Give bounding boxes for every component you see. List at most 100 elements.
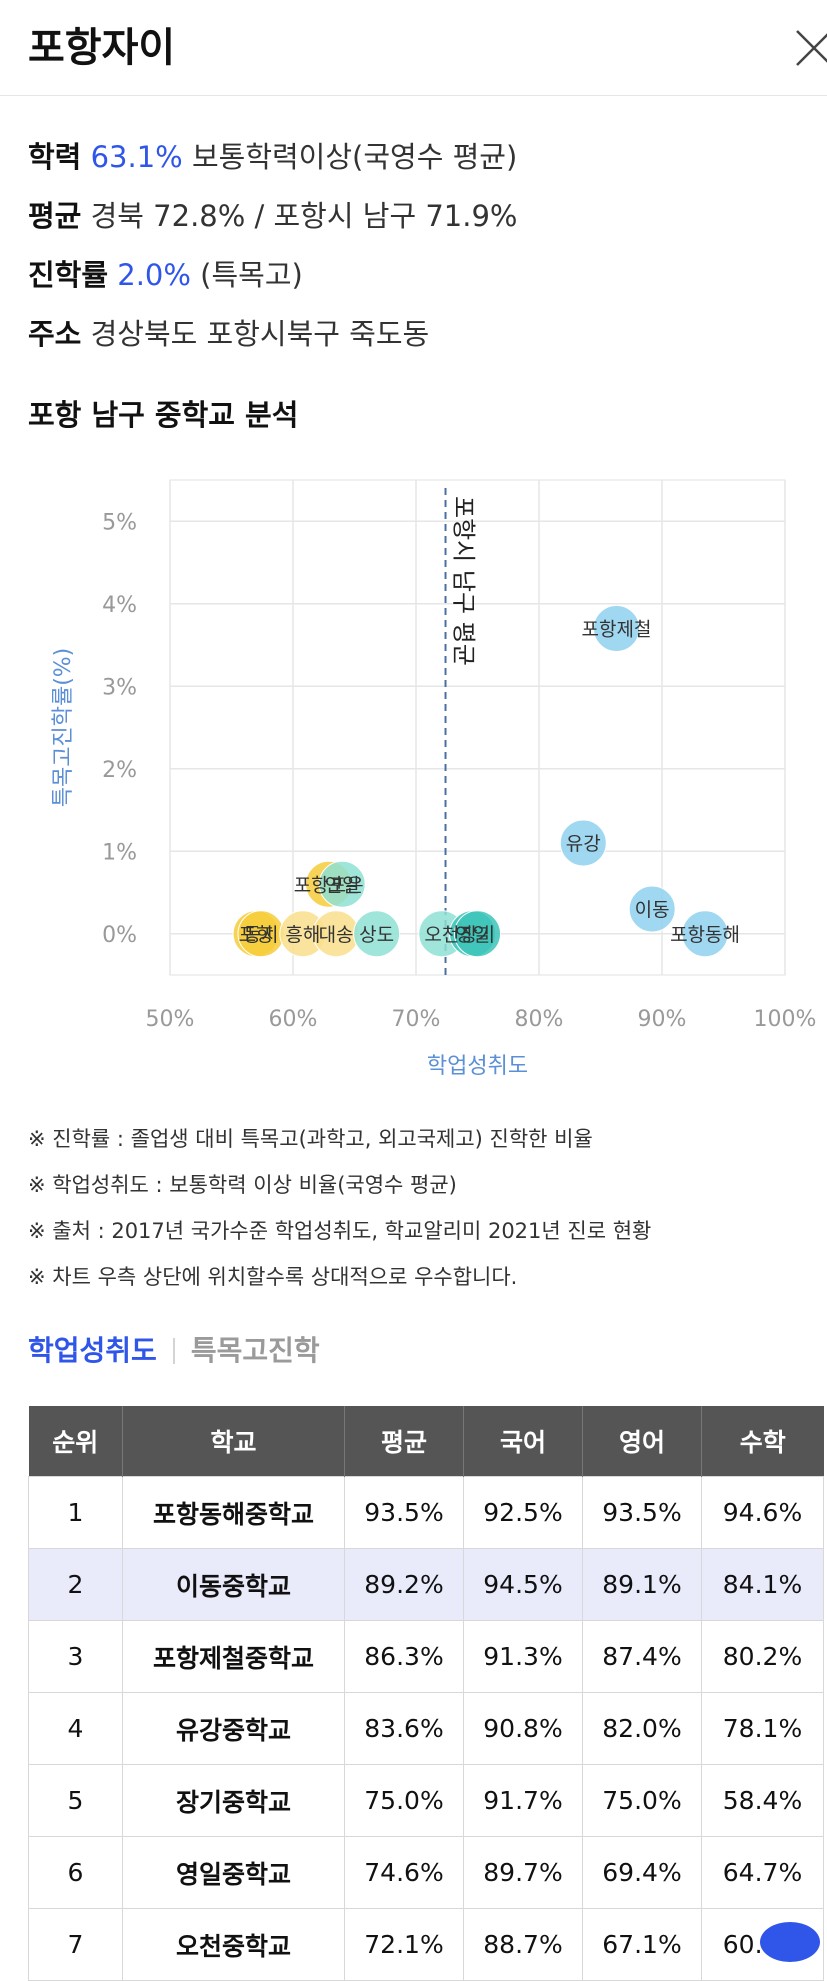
y-tick-label: 0% xyxy=(102,923,137,948)
x-tick-label: 60% xyxy=(269,1007,318,1032)
page-title: 포항자이 xyxy=(28,25,176,71)
ranking-table: 순위 학교 평균 국어 영어 수학 1 포항동해중학교 93.5% 92.5% … xyxy=(28,1406,824,1981)
x-tick-label: 80% xyxy=(515,1007,564,1032)
cell-average: 75.0% xyxy=(344,1764,464,1837)
header: 포항자이 xyxy=(0,0,827,96)
cell-math: 84.1% xyxy=(701,1548,824,1621)
cell-korean: 89.7% xyxy=(463,1836,583,1909)
cell-english: 82.0% xyxy=(582,1692,702,1765)
cell-average: 93.5% xyxy=(344,1476,464,1549)
table-row[interactable]: 4 유강중학교 83.6% 90.8% 82.0% 78.1% xyxy=(28,1692,824,1765)
info-text: (특목고) xyxy=(200,258,303,292)
info-key: 학력 xyxy=(28,140,82,174)
floating-badge[interactable] xyxy=(760,1922,820,1962)
header-school: 학교 xyxy=(122,1406,345,1477)
close-icon xyxy=(796,30,827,66)
cell-rank: 6 xyxy=(28,1836,123,1909)
data-point xyxy=(681,910,729,958)
y-tick-label: 4% xyxy=(102,593,137,618)
data-point xyxy=(559,819,607,867)
table-row[interactable]: 1 포항동해중학교 93.5% 92.5% 93.5% 94.6% xyxy=(28,1476,824,1549)
note: ※ 학업성취도 : 보통학력 이상 비율(국영수 평균) xyxy=(28,1173,457,1197)
cell-rank: 5 xyxy=(28,1764,123,1837)
data-point-label: 포항동해 xyxy=(670,924,740,946)
x-tick-label: 100% xyxy=(754,1007,817,1032)
data-point-label: 포항 xyxy=(239,924,274,946)
cell-korean: 94.5% xyxy=(463,1548,583,1621)
info-key: 평균 xyxy=(28,199,82,233)
table-row-selected[interactable]: 2 이동중학교 89.2% 94.5% 89.1% 84.1% xyxy=(28,1548,824,1621)
info-row-advancement: 진학률 2.0% (특목고) xyxy=(28,246,808,305)
cell-average: 86.3% xyxy=(344,1620,464,1693)
x-tick-label: 70% xyxy=(392,1007,441,1032)
cell-korean: 91.7% xyxy=(463,1764,583,1837)
cell-school: 포항제철중학교 xyxy=(122,1620,345,1693)
data-point xyxy=(592,605,640,652)
table-row[interactable]: 7 오천중학교 72.1% 88.7% 67.1% 60.4% xyxy=(28,1908,824,1981)
x-tick-label: 50% xyxy=(146,1007,195,1032)
cell-english: 75.0% xyxy=(582,1764,702,1837)
cell-school: 장기중학교 xyxy=(122,1764,345,1837)
tab-achievement[interactable]: 학업성취도 xyxy=(28,1334,157,1367)
info-row-average: 평균 경북 72.8% / 포항시 남구 71.9% xyxy=(28,187,808,246)
data-point-label: 상도 xyxy=(359,924,394,946)
cell-average: 72.1% xyxy=(344,1908,464,1981)
data-point-label: 흥해 xyxy=(285,924,320,946)
info-highlight: 2.0% xyxy=(117,258,191,292)
data-point xyxy=(628,885,676,933)
cell-english: 87.4% xyxy=(582,1620,702,1693)
x-tick-label: 90% xyxy=(638,1007,687,1032)
cell-average: 83.6% xyxy=(344,1692,464,1765)
cell-math: 94.6% xyxy=(701,1476,824,1549)
data-point-label: 이동 xyxy=(635,899,670,921)
y-tick-label: 5% xyxy=(102,510,137,535)
data-point-label: 동지 xyxy=(244,924,279,946)
data-point-label: 오천 xyxy=(424,924,459,946)
cell-english: 89.1% xyxy=(582,1548,702,1621)
cell-english: 93.5% xyxy=(582,1476,702,1549)
header-english: 영어 xyxy=(582,1406,702,1477)
school-info: 학력 63.1% 보통학력이상(국영수 평균) 평균 경북 72.8% / 포항… xyxy=(28,128,808,364)
notes: ※ 진학률 : 졸업생 대비 특목고(과학고, 외고국제고) 진학한 비율 ※ … xyxy=(28,1116,818,1300)
cell-korean: 90.8% xyxy=(463,1692,583,1765)
cell-school: 영일중학교 xyxy=(122,1836,345,1909)
info-key: 진학률 xyxy=(28,258,109,292)
y-tick-label: 3% xyxy=(102,675,137,700)
note: ※ 출처 : 2017년 국가수준 학업성취도, 학교알리미 2021년 진로 … xyxy=(28,1219,652,1243)
section-title: 포항 남구 중학교 분석 xyxy=(28,398,299,432)
cell-korean: 92.5% xyxy=(463,1476,583,1549)
cell-math: 58.4% xyxy=(701,1764,824,1837)
cell-english: 69.4% xyxy=(582,1836,702,1909)
tab-special-school[interactable]: 특목고진학 xyxy=(190,1334,320,1367)
data-point-label: 연일 xyxy=(325,874,360,896)
y-axis-label: 특목고진학률(%) xyxy=(51,648,76,808)
cell-average: 89.2% xyxy=(344,1548,464,1621)
cell-rank: 3 xyxy=(28,1620,123,1693)
cell-rank: 1 xyxy=(28,1476,123,1549)
cell-school: 포항동해중학교 xyxy=(122,1476,345,1549)
y-tick-label: 1% xyxy=(102,840,137,865)
table-header-row: 순위 학교 평균 국어 영어 수학 xyxy=(28,1406,824,1477)
info-key: 주소 xyxy=(28,317,82,351)
tab-bar: 학업성취도 특목고진학 xyxy=(28,1326,320,1376)
info-text: 경상북도 포항시북구 죽도동 xyxy=(90,317,430,351)
table-row[interactable]: 5 장기중학교 75.0% 91.7% 75.0% 58.4% xyxy=(28,1764,824,1837)
table-row[interactable]: 6 영일중학교 74.6% 89.7% 69.4% 64.7% xyxy=(28,1836,824,1909)
y-tick-label: 2% xyxy=(102,758,137,783)
data-point xyxy=(353,910,401,958)
header-korean: 국어 xyxy=(463,1406,583,1477)
cell-average: 74.6% xyxy=(344,1836,464,1909)
tab-divider xyxy=(172,1338,175,1364)
cell-math: 64.7% xyxy=(701,1836,824,1909)
data-point-label: 포항제철 xyxy=(582,619,652,641)
table-row[interactable]: 3 포항제철중학교 86.3% 91.3% 87.4% 80.2% xyxy=(28,1620,824,1693)
info-row-academic: 학력 63.1% 보통학력이상(국영수 평균) xyxy=(28,128,808,187)
info-text: 보통학력이상(국영수 평균) xyxy=(191,140,518,174)
cell-school: 오천중학교 xyxy=(122,1908,345,1981)
close-button[interactable] xyxy=(792,26,827,70)
data-point xyxy=(318,860,366,908)
x-axis-label: 학업성취도 xyxy=(427,1054,528,1079)
info-text: 경북 72.8% / 포항시 남구 71.9% xyxy=(90,199,518,233)
cell-korean: 88.7% xyxy=(463,1908,583,1981)
